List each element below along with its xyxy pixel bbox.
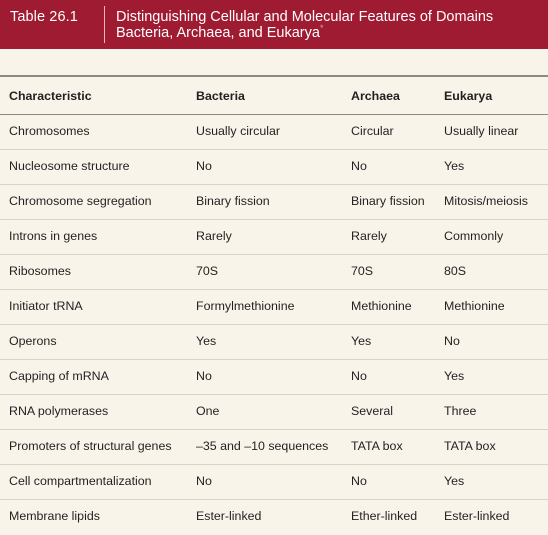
table-title: Distinguishing Cellular and Molecular Fe…: [116, 9, 493, 41]
table-row: Ribosomes 70S 70S 80S: [0, 255, 548, 290]
cell-characteristic: Promoters of structural genes: [9, 439, 172, 453]
title-line-1: Distinguishing Cellular and Molecular Fe…: [116, 9, 494, 25]
cell-eukarya: Three: [444, 404, 477, 418]
title-footnote-mark: *: [319, 23, 324, 34]
cell-eukarya: Commonly: [444, 229, 504, 243]
table-row: Chromosomes Usually circular Circular Usual…: [0, 115, 548, 150]
table-top-rule: [0, 75, 548, 77]
table-row: Nucleosome structure No No Yes: [0, 150, 548, 185]
cell-eukarya: TATA box: [444, 439, 496, 453]
banner-divider: [104, 6, 105, 43]
cell-characteristic: RNA polymerases: [9, 404, 109, 418]
cell-archaea: No: [351, 369, 367, 383]
header-characteristic: Characteristic: [9, 89, 92, 103]
cell-archaea: TATA box: [351, 439, 403, 453]
cell-characteristic: Initiator tRNA: [9, 299, 83, 313]
cell-characteristic: Ribosomes: [9, 264, 71, 278]
table-row: Initiator tRNA Formylmethionine Methionine…: [0, 290, 548, 325]
cell-characteristic: Chromosomes: [9, 124, 90, 138]
cell-characteristic: Capping of mRNA: [9, 369, 109, 383]
cell-characteristic: Nucleosome structure: [9, 159, 130, 173]
cell-bacteria: –35 and –10 sequences: [196, 439, 329, 453]
cell-archaea: Several: [351, 404, 394, 418]
cell-eukarya: Methionine: [444, 299, 505, 313]
cell-archaea: Rarely: [351, 229, 387, 243]
table-row: Introns in genes Rarely Rarely Commonly: [0, 220, 548, 255]
table-row: Operons Yes Yes No: [0, 325, 548, 360]
cell-archaea: Binary fission: [351, 194, 425, 208]
cell-bacteria: 70S: [196, 264, 219, 278]
cell-bacteria: No: [196, 369, 212, 383]
header-archaea: Archaea: [351, 89, 400, 103]
cell-archaea: No: [351, 159, 367, 173]
cell-characteristic: Membrane lipids: [9, 509, 100, 523]
cell-eukarya: Yes: [444, 369, 465, 383]
cell-archaea: 70S: [351, 264, 374, 278]
cell-characteristic: Operons: [9, 334, 57, 348]
cell-eukarya: Ester-linked: [444, 509, 510, 523]
cell-bacteria: Ester-linked: [196, 509, 262, 523]
cell-characteristic: Cell compartmentalization: [9, 474, 152, 488]
table-header-row: Characteristic Bacteria Archaea Eukarya: [0, 77, 548, 114]
cell-eukarya: 80S: [444, 264, 467, 278]
table-row: Capping of mRNA No No Yes: [0, 360, 548, 395]
cell-bacteria: Yes: [196, 334, 217, 348]
cell-bacteria: Rarely: [196, 229, 232, 243]
cell-eukarya: Yes: [444, 159, 465, 173]
cell-bacteria: One: [196, 404, 220, 418]
header-eukarya: Eukarya: [444, 89, 493, 103]
table-row: Chromosome segregation Binary fission Bina…: [0, 185, 548, 220]
cell-archaea: No: [351, 474, 367, 488]
cell-bacteria: Formylmethionine: [196, 299, 295, 313]
cell-archaea: Methionine: [351, 299, 412, 313]
table-row: Promoters of structural genes –35 and –10…: [0, 430, 548, 465]
title-line-2-text: Bacteria, Archaea, and Eukarya: [116, 25, 320, 41]
table-row: Cell compartmentalization No No Yes: [0, 465, 548, 500]
cell-bacteria: No: [196, 474, 212, 488]
table-banner: Table 26.1 Distinguishing Cellular and M…: [0, 0, 548, 49]
table-header-rule: [0, 114, 548, 115]
cell-archaea: Yes: [351, 334, 372, 348]
cell-characteristic: Chromosome segregation: [9, 194, 152, 208]
cell-eukarya: Usually linear: [444, 124, 519, 138]
title-line-2: Bacteria, Archaea, and Eukarya*: [116, 23, 493, 41]
cell-eukarya: Mitosis/meiosis: [444, 194, 528, 208]
cell-eukarya: Yes: [444, 474, 465, 488]
table-row: RNA polymerases One Several Three: [0, 395, 548, 430]
header-bacteria: Bacteria: [196, 89, 245, 103]
cell-archaea: Ether-linked: [351, 509, 418, 523]
cell-eukarya: No: [444, 334, 460, 348]
cell-bacteria: Binary fission: [196, 194, 270, 208]
cell-characteristic: Introns in genes: [9, 229, 98, 243]
table-row: Membrane lipids Ester-linked Ether-linked E…: [0, 500, 548, 535]
table-number: Table 26.1: [10, 9, 78, 25]
cell-archaea: Circular: [351, 124, 394, 138]
table-body: Chromosomes Usually circular Circular Usual…: [0, 115, 548, 535]
cell-bacteria: No: [196, 159, 212, 173]
cell-bacteria: Usually circular: [196, 124, 280, 138]
